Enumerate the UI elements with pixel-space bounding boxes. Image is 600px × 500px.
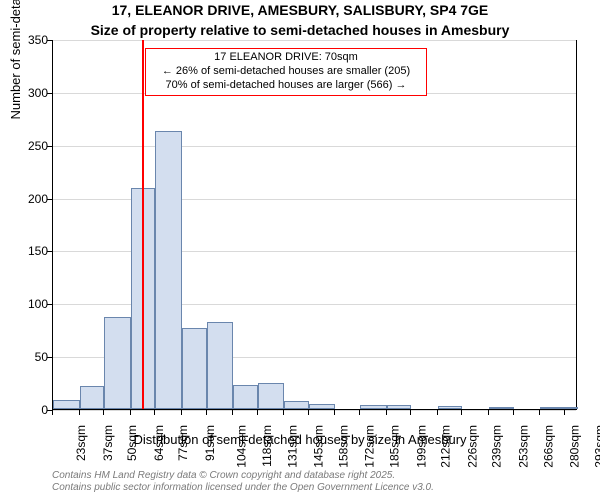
y-tick-label: 100 bbox=[4, 297, 48, 311]
chart-title-line1: 17, ELEANOR DRIVE, AMESBURY, SALISBURY, … bbox=[0, 2, 600, 18]
histogram-bar bbox=[438, 406, 463, 409]
x-tick bbox=[488, 410, 489, 415]
histogram-bar bbox=[565, 407, 578, 409]
histogram-bar bbox=[540, 407, 565, 409]
histogram-bar bbox=[258, 383, 285, 409]
x-tick bbox=[410, 410, 411, 415]
x-tick bbox=[308, 410, 309, 415]
x-tick bbox=[334, 410, 335, 415]
x-tick bbox=[130, 410, 131, 415]
x-tick bbox=[232, 410, 233, 415]
y-axis-label: Number of semi-detached properties bbox=[8, 0, 23, 120]
chart-title-line2: Size of property relative to semi-detach… bbox=[0, 22, 600, 38]
gridline bbox=[53, 146, 576, 147]
histogram-bar bbox=[155, 131, 182, 409]
x-tick bbox=[564, 410, 565, 415]
annotation-box: 17 ELEANOR DRIVE: 70sqm← 26% of semi-det… bbox=[145, 48, 427, 96]
histogram-bar bbox=[387, 405, 412, 409]
x-tick bbox=[206, 410, 207, 415]
y-tick-label: 0 bbox=[4, 403, 48, 417]
histogram-bar bbox=[53, 400, 80, 410]
x-tick bbox=[52, 410, 53, 415]
x-tick bbox=[386, 410, 387, 415]
x-tick bbox=[437, 410, 438, 415]
annotation-line3: 70% of semi-detached houses are larger (… bbox=[152, 79, 420, 93]
histogram-bar bbox=[207, 322, 234, 409]
histogram-bar bbox=[80, 386, 105, 409]
x-tick bbox=[283, 410, 284, 415]
y-tick-label: 50 bbox=[4, 350, 48, 364]
histogram-bar bbox=[284, 401, 309, 409]
histogram-bar bbox=[233, 385, 258, 409]
y-tick-label: 350 bbox=[4, 33, 48, 47]
footer-line1: Contains HM Land Registry data © Crown c… bbox=[52, 470, 434, 482]
x-tick bbox=[359, 410, 360, 415]
footer-line2: Contains public sector information licen… bbox=[52, 482, 434, 494]
y-tick-label: 300 bbox=[4, 86, 48, 100]
histogram-bar bbox=[360, 405, 387, 409]
x-tick bbox=[79, 410, 80, 415]
x-axis-label: Distribution of semi-detached houses by … bbox=[0, 432, 600, 447]
x-tick bbox=[103, 410, 104, 415]
attribution-footer: Contains HM Land Registry data © Crown c… bbox=[52, 470, 434, 494]
annotation-line1: 17 ELEANOR DRIVE: 70sqm bbox=[152, 51, 420, 65]
annotation-line2: ← 26% of semi-detached houses are smalle… bbox=[152, 65, 420, 79]
y-tick-label: 150 bbox=[4, 244, 48, 258]
x-tick bbox=[539, 410, 540, 415]
plot-area: 17 ELEANOR DRIVE: 70sqm← 26% of semi-det… bbox=[52, 40, 577, 410]
x-tick bbox=[181, 410, 182, 415]
gridline bbox=[53, 410, 576, 411]
x-tick bbox=[154, 410, 155, 415]
histogram-bar bbox=[489, 407, 514, 409]
y-tick-label: 200 bbox=[4, 192, 48, 206]
histogram-bar bbox=[309, 404, 336, 409]
chart-container: 17, ELEANOR DRIVE, AMESBURY, SALISBURY, … bbox=[0, 0, 600, 500]
x-tick bbox=[257, 410, 258, 415]
y-tick-label: 250 bbox=[4, 139, 48, 153]
x-tick bbox=[513, 410, 514, 415]
histogram-bar bbox=[182, 328, 207, 409]
gridline bbox=[53, 40, 576, 41]
histogram-bar bbox=[104, 317, 131, 409]
reference-line bbox=[142, 40, 144, 409]
x-tick bbox=[461, 410, 462, 415]
